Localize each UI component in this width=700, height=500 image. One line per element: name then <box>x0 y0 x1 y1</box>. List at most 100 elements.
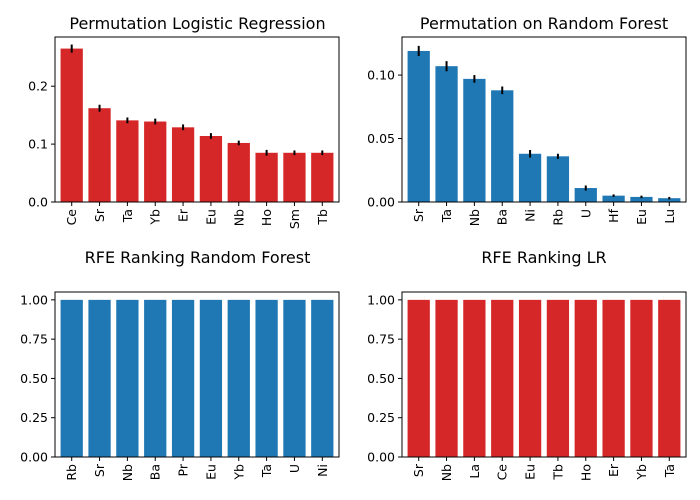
x-tick-label: U <box>578 209 593 218</box>
plot-frame <box>54 36 340 203</box>
x-tick-label: Ho <box>578 464 593 481</box>
bar-er <box>602 299 625 457</box>
bar-eu <box>518 299 542 457</box>
x-tick-label: Eu <box>203 464 218 480</box>
y-tick-label: 0.25 <box>367 410 395 425</box>
chart-title: Permutation on Random Forest <box>420 14 668 33</box>
y-tick-label: 1.00 <box>20 292 48 307</box>
bar-nb <box>463 78 486 202</box>
chart-title: Permutation Logistic Regression <box>69 14 325 33</box>
bar-ta <box>255 299 278 457</box>
bar-nb <box>227 142 250 202</box>
x-tick-label: Yb <box>148 209 163 226</box>
bar-yb <box>630 299 653 457</box>
bar-ta <box>116 120 139 202</box>
bar-eu <box>630 196 653 202</box>
chart-panel-permutation-lr: Permutation Logistic Regression 0.0 0.1 0.… <box>28 14 340 229</box>
bar-tb <box>546 299 570 457</box>
x-tick-label: Ni <box>315 464 330 477</box>
bar-ba <box>144 299 167 457</box>
x-tick-label: Ba <box>148 464 163 480</box>
y-tick-label: 1.00 <box>367 292 395 307</box>
bar-tb <box>311 152 334 202</box>
chart-panel-rfe-lr: RFE Ranking LR 0.00 0.25 0.50 0.75 1.00 Sr Nb L… <box>367 248 687 481</box>
x-tick-label: Ta <box>120 209 135 223</box>
x-tick-label: U <box>287 464 302 473</box>
x-tick-label: Hf <box>606 208 621 222</box>
bar-er <box>171 127 195 202</box>
bar-ce <box>491 299 514 457</box>
y-tick-label: 0.75 <box>367 332 395 347</box>
y-tick-label: 0.2 <box>28 79 48 94</box>
bar-eu <box>199 136 223 202</box>
chart-panel-rfe-rf: RFE Ranking Random Forest 0.00 0.25 0.50 0.… <box>20 248 340 481</box>
y-tick-label: 0.1 <box>28 137 48 152</box>
y-tick-label: 0.25 <box>20 410 48 425</box>
x-tick-label: Er <box>606 463 621 477</box>
bar-sr <box>88 108 111 202</box>
bar-u <box>283 299 306 457</box>
bar-ni <box>518 153 542 202</box>
bar-nb <box>435 299 458 457</box>
bar-ho <box>255 152 278 202</box>
x-tick-label: Nb <box>120 464 135 481</box>
bar-ce <box>60 48 83 202</box>
y-tick-label: 0.50 <box>367 371 395 386</box>
x-tick-label: Sr <box>92 208 107 222</box>
x-tick-label: Ce <box>64 209 79 226</box>
bar-hf <box>602 195 625 202</box>
y-tick-label: 0.10 <box>367 68 395 83</box>
x-tick-label: Tb <box>315 209 330 226</box>
bar-lu <box>658 198 681 202</box>
y-tick-label: 0.0 <box>28 195 48 210</box>
x-tick-label: Eu <box>203 209 218 225</box>
y-tick-label: 0.00 <box>367 450 395 465</box>
bar-eu <box>199 299 223 457</box>
bar-pr <box>171 299 195 457</box>
bar-ho <box>574 299 597 457</box>
y-tick-label: 0.00 <box>367 195 395 210</box>
plot-frame <box>54 291 340 458</box>
x-tick-label: Ta <box>439 209 454 223</box>
x-tick-label: Nb <box>439 464 454 481</box>
x-tick-label: Sr <box>92 463 107 477</box>
x-tick-label: Ho <box>259 209 274 226</box>
x-tick-label: Ce <box>495 464 510 481</box>
x-tick-label: Eu <box>523 464 538 480</box>
x-tick-label: Tb <box>550 464 565 481</box>
x-tick-label: Nb <box>231 209 246 226</box>
x-tick-label: Sr <box>411 208 426 222</box>
bar-nb <box>116 299 139 457</box>
bar-rb <box>546 156 570 202</box>
bar-u <box>574 188 597 202</box>
bar-yb <box>227 299 250 457</box>
bar-sr <box>407 299 430 457</box>
x-tick-label: Rb <box>550 209 565 226</box>
bar-ta <box>435 66 458 202</box>
bar-sr <box>407 50 430 203</box>
plot-frame <box>401 291 687 458</box>
bar-sr <box>88 299 111 457</box>
y-tick-label: 0.05 <box>367 131 395 146</box>
x-tick-label: Ta <box>259 464 274 478</box>
x-tick-label: Yb <box>231 464 246 481</box>
y-tick-label: 0.00 <box>20 450 48 465</box>
x-tick-label: Ba <box>495 209 510 225</box>
y-tick-label: 0.50 <box>20 371 48 386</box>
y-tick-label: 0.75 <box>20 332 48 347</box>
chart-panel-permutation-rf: Permutation on Random Forest 0.00 0.05 0.1… <box>367 14 687 226</box>
x-tick-label: Yb <box>634 464 649 481</box>
x-tick-label: Er <box>176 208 191 222</box>
bar-la <box>463 299 486 457</box>
bar-rb <box>60 299 83 457</box>
x-tick-label: Ni <box>523 209 538 222</box>
x-tick-label: Sm <box>287 209 302 229</box>
chart-title: RFE Ranking LR <box>481 248 606 267</box>
plot-frame <box>401 36 687 203</box>
x-tick-label: Eu <box>634 209 649 225</box>
x-tick-label: Pr <box>176 463 191 476</box>
bar-ta <box>658 299 681 457</box>
x-tick-label: Ta <box>662 464 677 478</box>
chart-title: RFE Ranking Random Forest <box>85 248 311 267</box>
